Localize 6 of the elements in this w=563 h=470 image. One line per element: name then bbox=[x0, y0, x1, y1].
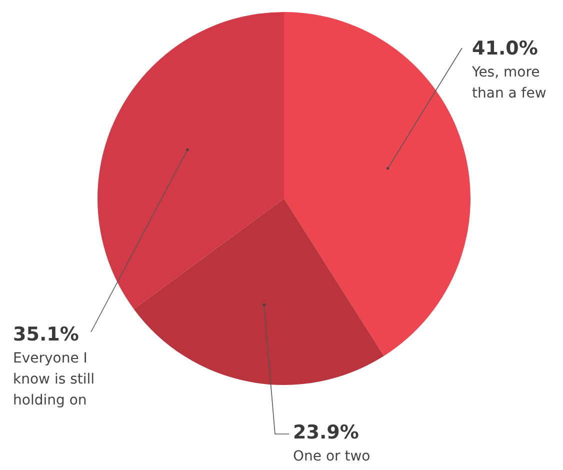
data-label: 35.1% bbox=[13, 323, 79, 346]
slice-label: Yes, more than a few bbox=[471, 64, 546, 102]
data-label: 41.0% bbox=[472, 37, 538, 60]
slice-label: One or two bbox=[293, 448, 370, 465]
slice-label: Everyone I know is still holding on bbox=[13, 350, 95, 409]
data-label: 23.9% bbox=[293, 421, 359, 444]
